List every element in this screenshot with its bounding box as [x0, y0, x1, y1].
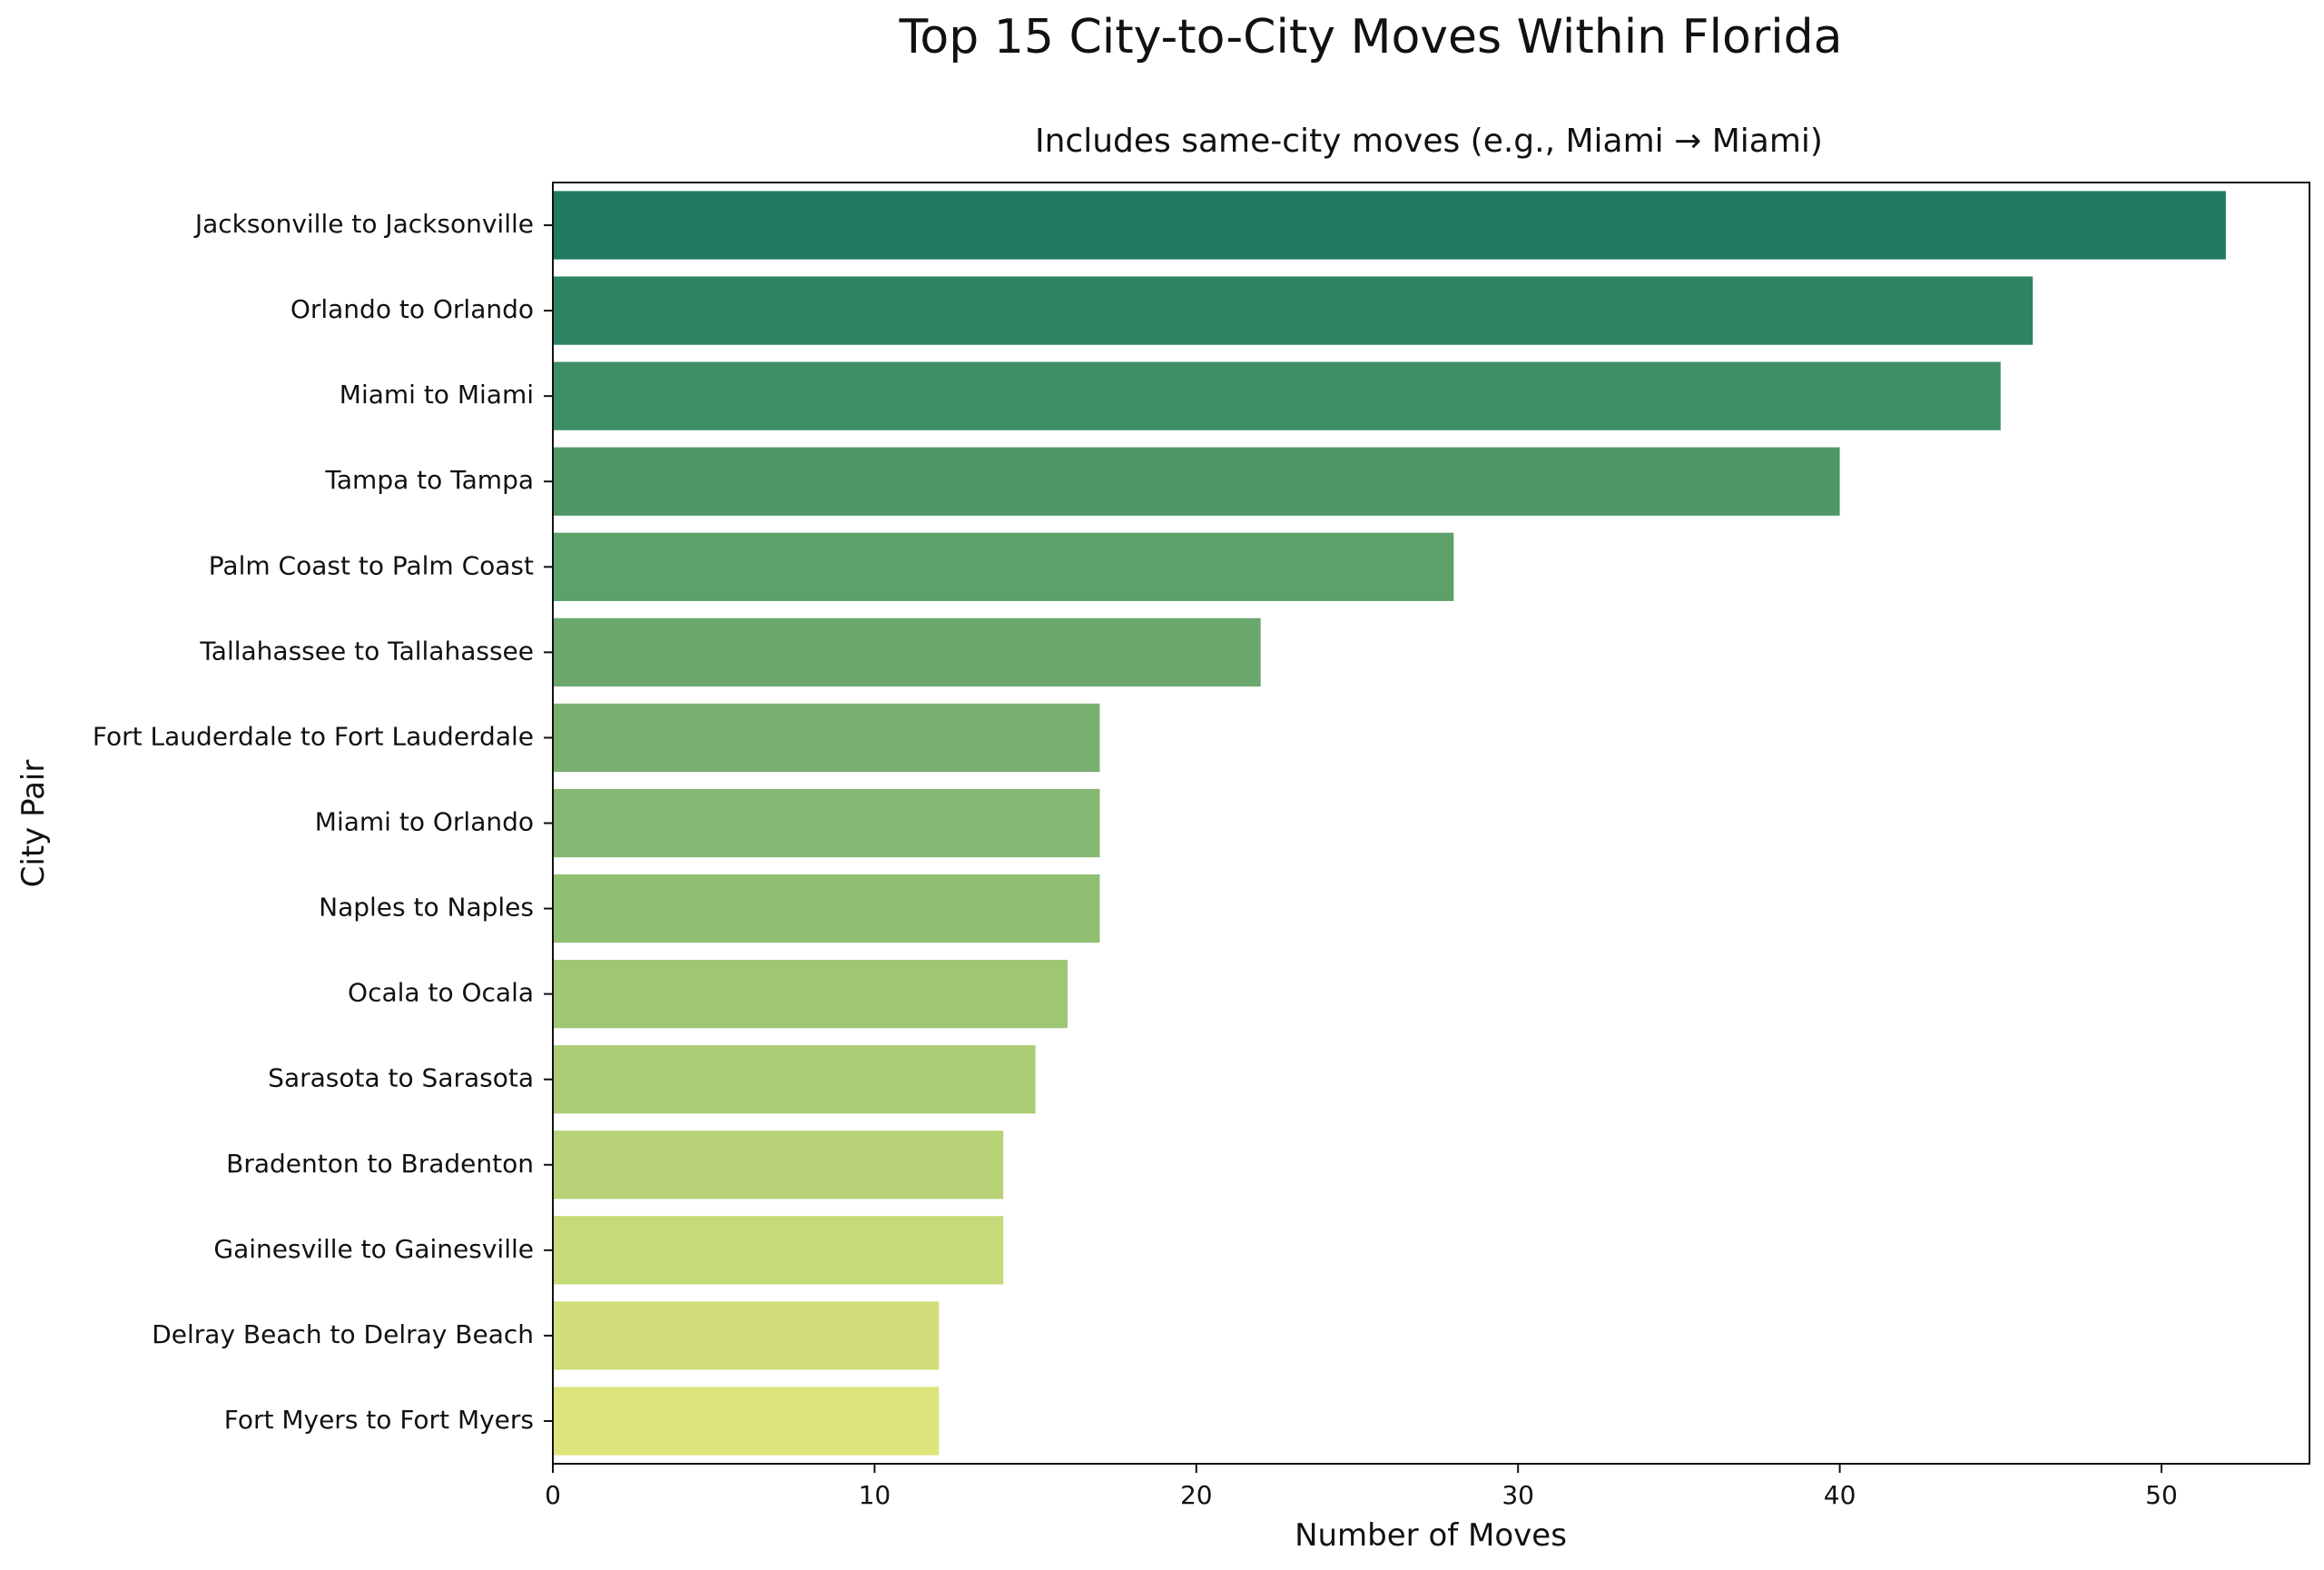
bar-0 [553, 191, 2226, 260]
bar-8 [553, 874, 1100, 943]
y-tick-label-9: Ocala to Ocala [348, 978, 534, 1008]
y-axis: Jacksonville to Jacksonville Orlando to O… [93, 209, 553, 1435]
y-tick-label-2: Miami to Miami [340, 380, 534, 410]
chart-subtitle: Includes same-city moves (e.g., Miami → … [1035, 123, 1823, 160]
bar-11 [553, 1131, 1004, 1200]
x-axis-label: Number of Moves [1295, 1517, 1567, 1554]
y-tick-label-3: Tampa to Tampa [324, 465, 534, 495]
y-tick-label-6: Fort Lauderdale to Fort Lauderdale [93, 721, 534, 751]
bar-4 [553, 532, 1454, 601]
x-axis: 0 10 20 30 40 50 [545, 1464, 2178, 1510]
y-tick-label-14: Fort Myers to Fort Myers [224, 1405, 534, 1435]
bar-2 [553, 361, 2001, 430]
bars-layer [553, 191, 2226, 1456]
bar-12 [553, 1216, 1004, 1285]
y-tick-label-12: Gainesville to Gainesville [213, 1234, 534, 1264]
y-axis-label: City Pair [15, 760, 52, 888]
y-tick-label-7: Miami to Orlando [315, 807, 534, 837]
bar-13 [553, 1301, 940, 1370]
x-tick-label-3: 30 [1502, 1480, 1534, 1510]
bar-5 [553, 617, 1261, 686]
y-tick-label-1: Orlando to Orlando [290, 294, 534, 324]
y-tick-label-10: Sarasota to Sarasota [268, 1063, 534, 1093]
y-tick-label-11: Bradenton to Bradenton [226, 1149, 534, 1179]
x-tick-label-2: 20 [1180, 1480, 1213, 1510]
y-tick-label-13: Delray Beach to Delray Beach [152, 1319, 534, 1349]
y-tick-label-8: Naples to Naples [319, 893, 534, 923]
bar-6 [553, 703, 1100, 773]
bar-7 [553, 788, 1100, 858]
x-tick-label-0: 0 [545, 1480, 561, 1510]
bar-14 [553, 1387, 940, 1456]
bar-9 [553, 960, 1068, 1029]
chart-title: Top 15 City-to-City Moves Within Florida [898, 10, 1842, 64]
plot-frame [552, 182, 2310, 1465]
y-tick-label-4: Palm Coast to Palm Coast [209, 550, 534, 580]
bar-10 [553, 1045, 1036, 1114]
y-tick-label-5: Tallahassee to Tallahassee [199, 636, 534, 666]
y-tick-label-0: Jacksonville to Jacksonville [193, 209, 534, 239]
x-tick-label-4: 40 [1824, 1480, 1856, 1510]
bar-1 [553, 276, 2034, 345]
bar-3 [553, 447, 1840, 516]
x-tick-label-1: 10 [859, 1480, 891, 1510]
x-tick-label-5: 50 [2145, 1480, 2178, 1510]
